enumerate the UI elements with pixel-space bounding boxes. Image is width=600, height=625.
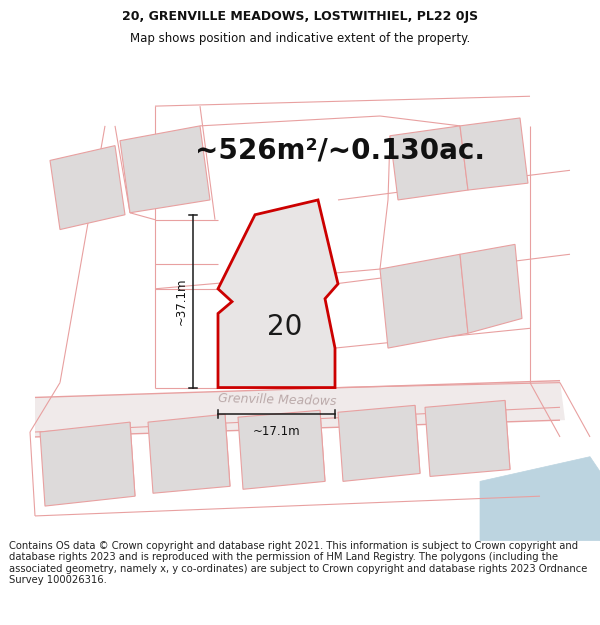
Polygon shape — [40, 422, 135, 506]
Text: ~526m²/~0.130ac.: ~526m²/~0.130ac. — [195, 136, 485, 164]
Text: 20, GRENVILLE MEADOWS, LOSTWITHIEL, PL22 0JS: 20, GRENVILLE MEADOWS, LOSTWITHIEL, PL22… — [122, 10, 478, 23]
Polygon shape — [460, 118, 528, 190]
Text: ~17.1m: ~17.1m — [253, 424, 301, 438]
Polygon shape — [148, 414, 230, 493]
Polygon shape — [390, 126, 468, 200]
Polygon shape — [120, 126, 210, 213]
Polygon shape — [338, 406, 420, 481]
Text: 20: 20 — [266, 313, 302, 341]
Text: Grenville Meadows: Grenville Meadows — [218, 392, 337, 409]
Polygon shape — [380, 254, 468, 348]
Polygon shape — [460, 244, 522, 333]
Text: Contains OS data © Crown copyright and database right 2021. This information is : Contains OS data © Crown copyright and d… — [9, 541, 587, 586]
Polygon shape — [238, 410, 325, 489]
Polygon shape — [425, 401, 510, 476]
Text: ~37.1m: ~37.1m — [175, 278, 187, 325]
Polygon shape — [480, 457, 600, 541]
Polygon shape — [35, 381, 565, 437]
Polygon shape — [50, 146, 125, 229]
Text: Map shows position and indicative extent of the property.: Map shows position and indicative extent… — [130, 32, 470, 45]
Polygon shape — [218, 200, 338, 388]
